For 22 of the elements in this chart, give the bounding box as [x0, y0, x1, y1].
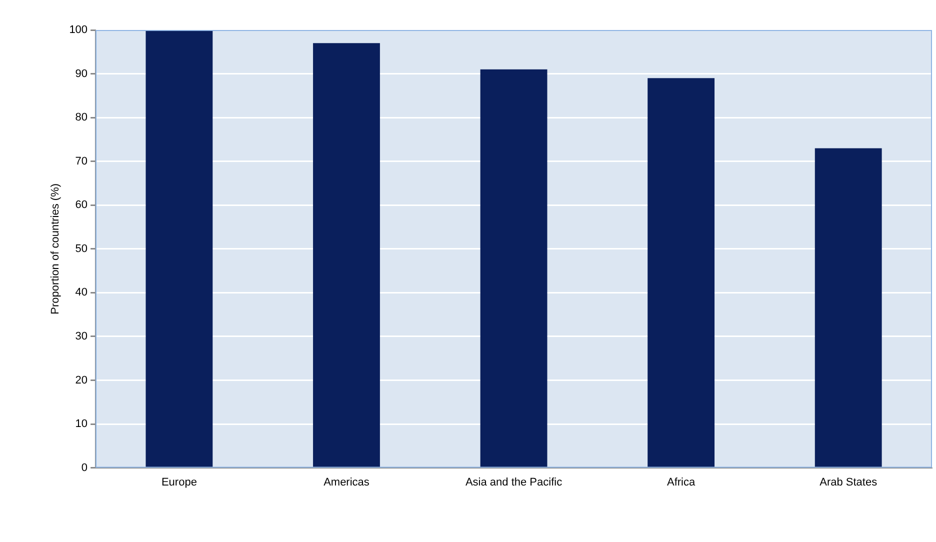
- y-tick-label: 30: [75, 330, 88, 342]
- y-tick-label: 40: [75, 286, 88, 299]
- y-tick-label: 100: [69, 24, 88, 36]
- y-tick-label: 0: [81, 462, 88, 474]
- x-tick-label: Arab States: [820, 476, 878, 488]
- bar: [814, 148, 882, 468]
- bar: [480, 69, 548, 468]
- y-tick-label: 90: [75, 68, 88, 80]
- x-tick-label: Africa: [667, 476, 696, 488]
- y-tick-label: 80: [75, 112, 88, 124]
- y-tick-label: 20: [75, 374, 88, 386]
- x-tick-label: Europe: [161, 476, 197, 488]
- bar: [146, 30, 213, 468]
- y-axis-title: Proportion of countries (%): [50, 183, 62, 314]
- y-tick-label: 60: [75, 199, 88, 212]
- x-tick-label: Asia and the Pacific: [465, 476, 563, 488]
- y-tick-label: 70: [75, 155, 88, 168]
- y-tick-label: 10: [75, 418, 88, 430]
- x-tick-label: Americas: [324, 476, 370, 488]
- y-tick-label: 50: [75, 242, 88, 255]
- bar: [313, 43, 380, 468]
- bar: [648, 78, 715, 468]
